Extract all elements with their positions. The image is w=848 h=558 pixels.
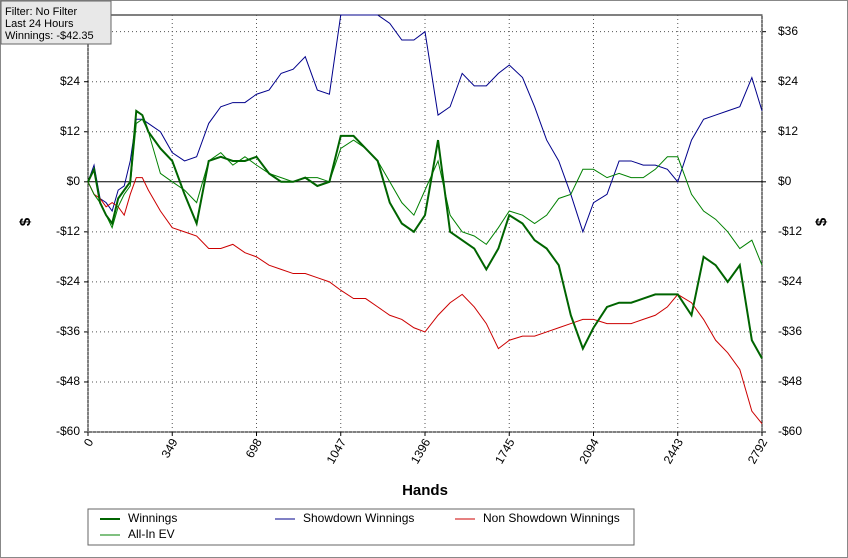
y2-tick-label: -$24 <box>778 274 802 288</box>
y2-tick-label: $0 <box>778 174 792 188</box>
y-tick-label: $12 <box>60 124 80 138</box>
y-axis-label: $ <box>17 217 34 226</box>
info-line: Last 24 Hours <box>5 18 74 30</box>
y2-tick-label: -$48 <box>778 374 802 388</box>
y-tick-label: -$36 <box>56 324 80 338</box>
series-line <box>87 14 763 234</box>
y-tick-label: -$48 <box>56 374 80 388</box>
series-line <box>87 109 763 359</box>
y-tick-label: -$12 <box>56 224 80 238</box>
legend-label: Winnings <box>128 511 177 525</box>
info-line: Winnings: -$42.35 <box>5 30 94 42</box>
series-line <box>87 118 763 266</box>
y-tick-label: -$24 <box>56 274 80 288</box>
y2-tick-label: -$60 <box>778 424 802 438</box>
legend <box>87 508 635 546</box>
y-tick-label: $0 <box>67 174 81 188</box>
series-line <box>87 177 763 424</box>
x-axis-label: Hands <box>402 482 448 499</box>
legend-label: All-In EV <box>128 527 175 541</box>
info-line: Filter: No Filter <box>5 6 77 18</box>
legend-label: Showdown Winnings <box>303 511 414 525</box>
y-tick-label: -$60 <box>56 424 80 438</box>
y2-tick-label: $12 <box>778 124 798 138</box>
legend-label: Non Showdown Winnings <box>483 511 620 525</box>
y2-tick-label: -$12 <box>778 224 802 238</box>
y2-tick-label: -$36 <box>778 324 802 338</box>
y2-axis-label: $ <box>813 217 830 226</box>
info-box <box>0 0 112 45</box>
y2-tick-label: $24 <box>778 74 798 88</box>
y2-tick-label: $36 <box>778 24 798 38</box>
y-tick-label: $24 <box>60 74 80 88</box>
